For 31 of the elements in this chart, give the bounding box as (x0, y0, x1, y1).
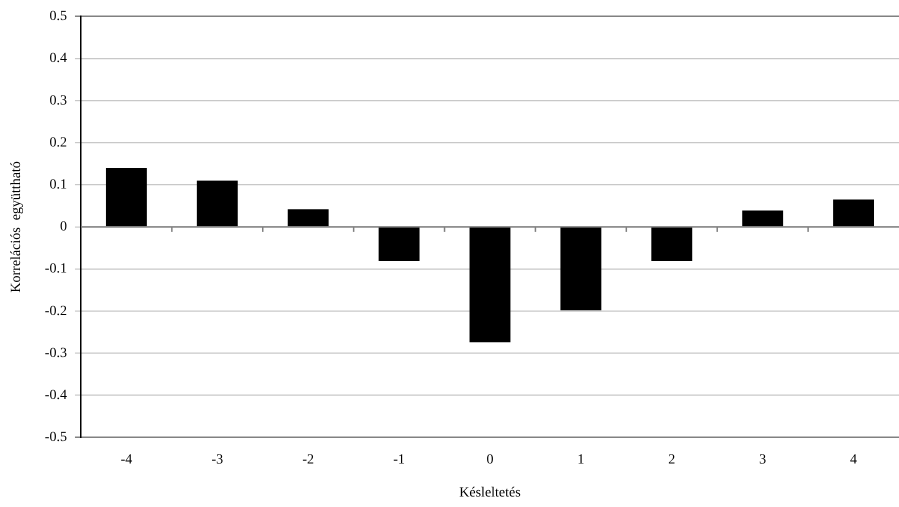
bar (470, 228, 510, 342)
bar (106, 168, 147, 226)
y-tick-label: -0.3 (44, 346, 67, 361)
x-tick-label: -1 (393, 452, 405, 468)
bar (833, 200, 874, 226)
bar (560, 228, 602, 310)
y-tick-label: -0.5 (44, 430, 67, 446)
y-tick-label: 0.5 (49, 9, 67, 24)
bar (742, 210, 784, 226)
y-tick-label: -0.4 (44, 388, 67, 403)
x-tick-label: 0 (486, 452, 494, 468)
y-tick-label: -0.2 (44, 304, 67, 319)
x-tick-label: 3 (759, 452, 766, 468)
bar (288, 209, 329, 226)
x-tick-label: -3 (211, 452, 224, 468)
y-tick-label: 0 (60, 220, 67, 235)
bar (196, 180, 238, 226)
x-axis-title: Késleltetés (459, 485, 521, 500)
y-tick-label: 0.3 (49, 93, 67, 108)
x-tick-label: -2 (302, 452, 314, 468)
x-tick-label: 1 (577, 452, 584, 468)
y-tick-label: 0.4 (49, 51, 67, 66)
y-axis-title: Korrelációs együttható (9, 161, 24, 293)
x-tick-label: 2 (668, 452, 676, 468)
bar (378, 228, 420, 261)
y-tick-label: 0.1 (49, 177, 67, 192)
y-tick-label: -0.1 (44, 262, 67, 277)
x-tick-label: 4 (850, 452, 858, 468)
bar (651, 228, 692, 261)
y-tick-label: 0.2 (49, 135, 67, 150)
x-tick-label: -4 (120, 452, 132, 468)
